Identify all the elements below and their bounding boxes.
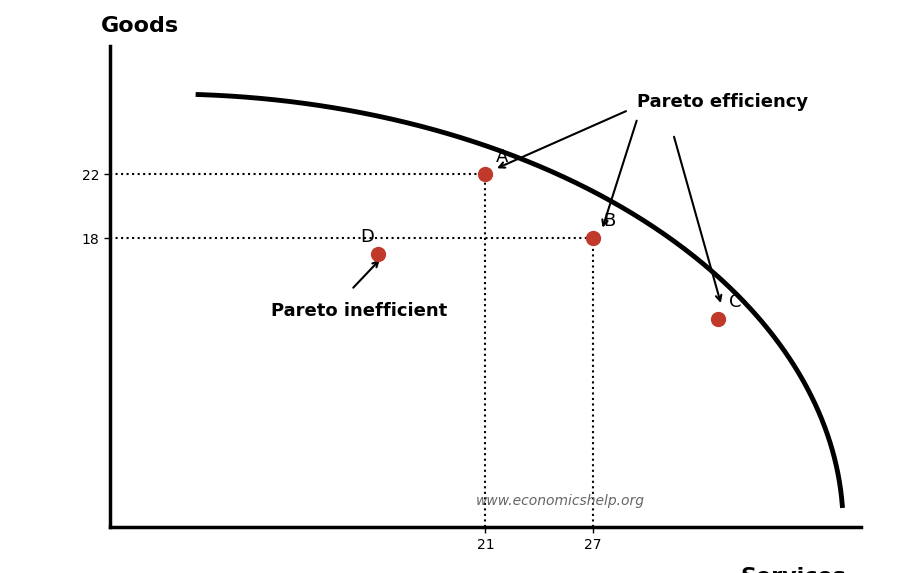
Text: B: B	[604, 213, 616, 230]
Text: www.economicshelp.org: www.economicshelp.org	[476, 494, 645, 508]
Text: A: A	[496, 148, 508, 166]
Text: D: D	[360, 229, 374, 246]
Text: C: C	[729, 293, 741, 311]
Point	[371, 250, 386, 259]
Point	[478, 170, 493, 179]
Text: Pareto inefficient: Pareto inefficient	[271, 301, 447, 320]
Text: Goods: Goods	[101, 16, 180, 36]
Text: Pareto efficiency: Pareto efficiency	[638, 93, 809, 111]
Point	[585, 234, 600, 243]
Text: Services: Services	[740, 567, 846, 573]
Point	[711, 314, 725, 323]
